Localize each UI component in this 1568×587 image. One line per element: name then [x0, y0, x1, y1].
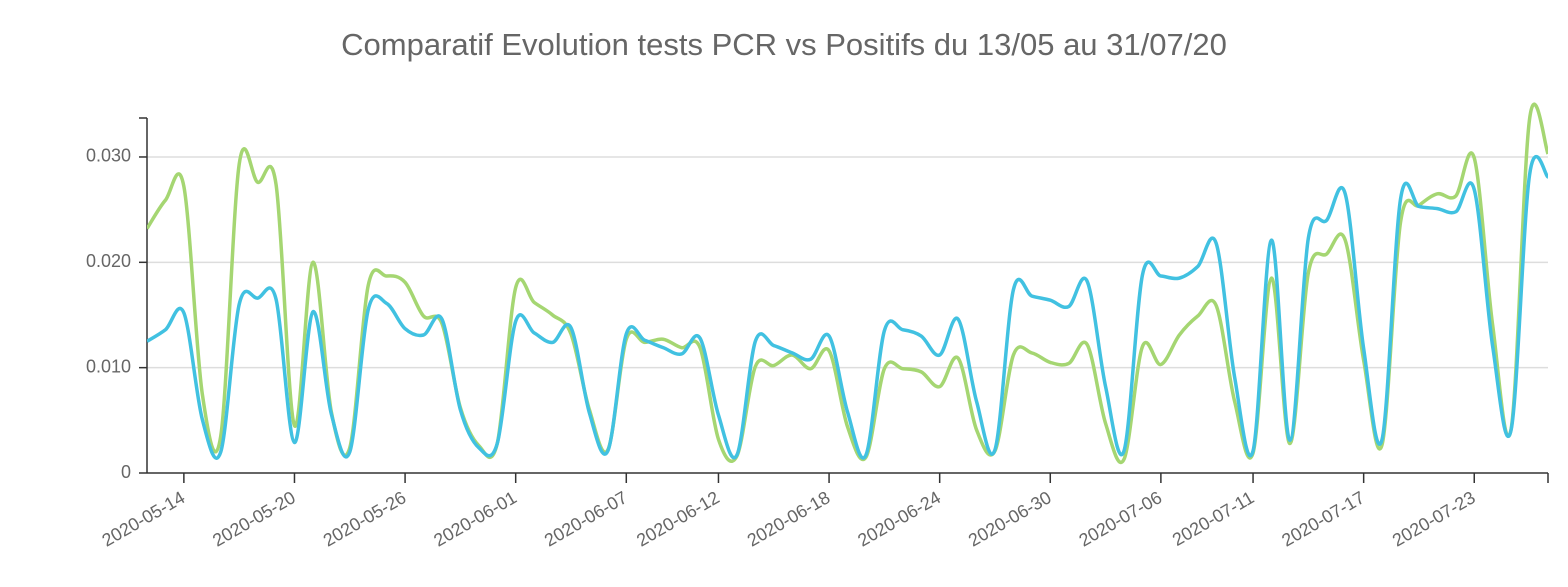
x-tick-label: 2020-07-23: [1389, 487, 1479, 550]
x-tick-label: 2020-06-01: [430, 487, 520, 550]
chart-title: Comparatif Evolution tests PCR vs Positi…: [341, 27, 1227, 62]
plot-area: [147, 102, 1548, 464]
x-tick-label: 2020-06-30: [965, 487, 1055, 550]
y-tick-label: 0: [121, 462, 131, 482]
x-tick-label: 2020-05-20: [209, 487, 299, 550]
y-tick-label: 0.030: [86, 146, 131, 166]
x-tick-label: 2020-05-14: [99, 487, 189, 550]
x-tick-label: 2020-05-26: [320, 487, 410, 550]
series-line: [147, 154, 1548, 460]
y-tick-label: 0.010: [86, 356, 131, 376]
x-tick-label: 2020-07-06: [1076, 487, 1166, 550]
x-tick-label: 2020-06-12: [633, 487, 723, 550]
x-tick-label: 2020-06-24: [854, 487, 944, 550]
x-tick-label: 2020-06-07: [541, 487, 631, 550]
y-tick-label: 0.020: [86, 251, 131, 271]
x-tick-label: 2020-07-17: [1278, 487, 1368, 550]
x-tick-label: 2020-07-11: [1169, 487, 1258, 550]
x-tick-label: 2020-06-18: [744, 487, 834, 550]
